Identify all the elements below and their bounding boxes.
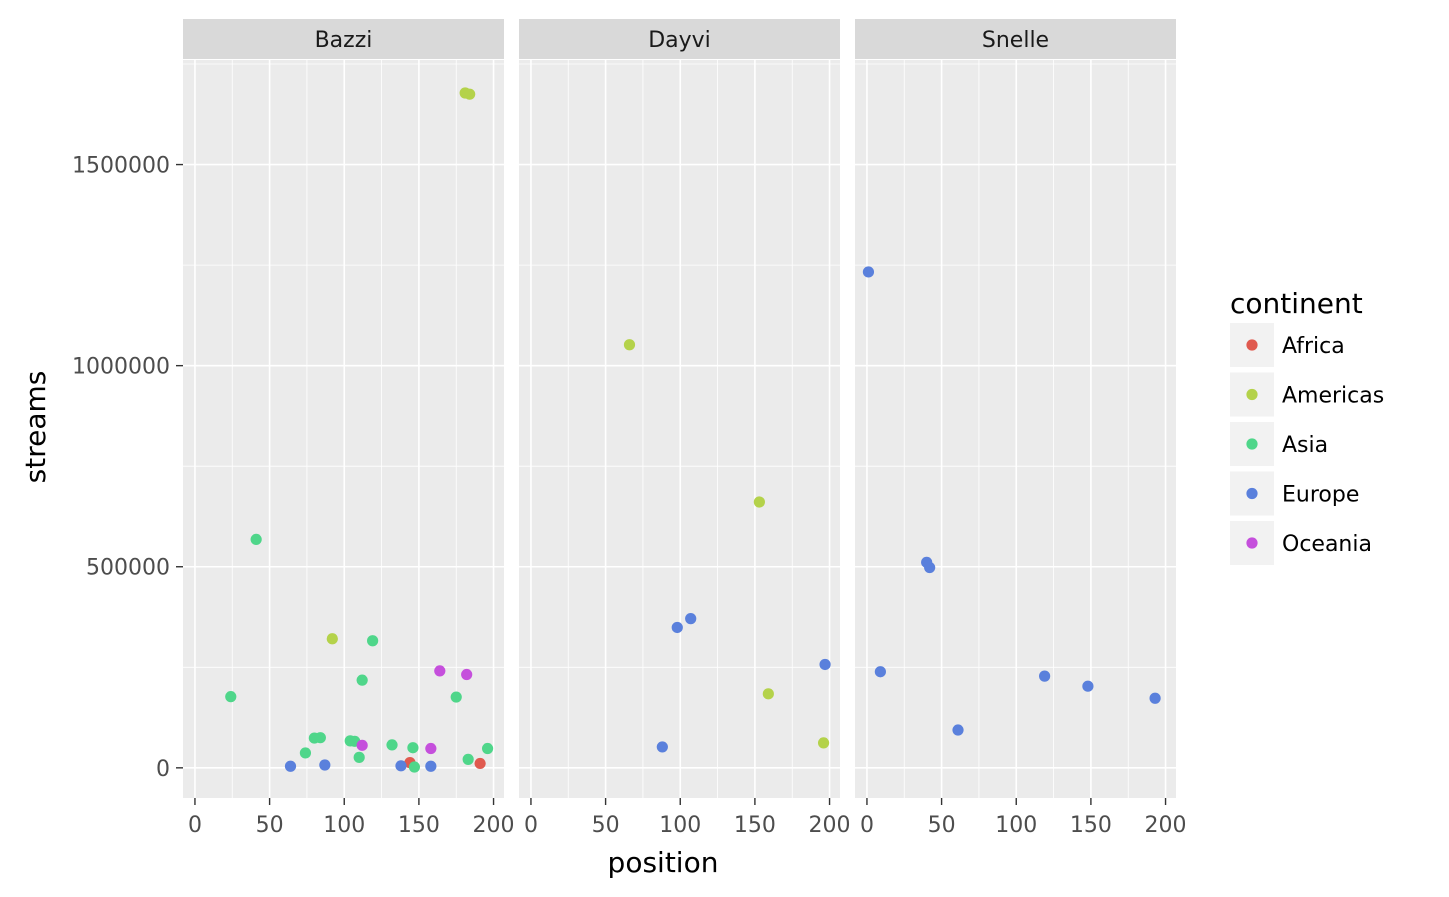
- data-point: [407, 742, 419, 754]
- y-tick-label: 500000: [86, 556, 170, 581]
- facet-strip: [855, 19, 1176, 59]
- legend-marker: [1246, 339, 1258, 351]
- data-point: [356, 739, 368, 751]
- data-point: [353, 751, 365, 763]
- data-point: [464, 88, 476, 100]
- x-tick-label: 50: [592, 813, 620, 838]
- data-point: [874, 666, 886, 678]
- x-tick-label: 50: [256, 813, 284, 838]
- data-point: [671, 621, 683, 634]
- x-tick-label: 150: [734, 813, 776, 838]
- y-tick-label: 1500000: [72, 154, 170, 179]
- y-tick-label: 0: [156, 757, 170, 782]
- x-axis-title: position: [608, 846, 719, 879]
- data-point: [395, 760, 407, 772]
- data-point: [817, 737, 830, 749]
- data-point: [326, 633, 338, 645]
- x-tick-label: 100: [995, 813, 1037, 838]
- legend-marker: [1246, 537, 1258, 549]
- data-point: [425, 742, 437, 755]
- legend-item-asia: Asia: [1230, 422, 1328, 466]
- legend-item-americas: Americas: [1230, 372, 1384, 417]
- data-point: [462, 753, 474, 765]
- y-axis: 0 500000 1000000 1500000: [72, 154, 183, 782]
- data-point: [1039, 670, 1051, 682]
- facet-panel-snelle: Snelle 0 50 100 150 200: [855, 19, 1187, 838]
- data-point: [225, 691, 237, 703]
- facet-strip-label: Bazzi: [315, 28, 373, 53]
- data-point: [481, 742, 494, 755]
- x-tick-label: 200: [473, 813, 515, 838]
- legend-item-europe: Europe: [1230, 471, 1359, 516]
- data-point: [425, 760, 437, 772]
- data-point: [862, 266, 875, 278]
- x-tick-label: 0: [860, 813, 874, 838]
- x-tick-label: 100: [323, 813, 365, 838]
- data-point: [461, 668, 473, 681]
- data-point: [367, 635, 379, 647]
- legend-item-africa: Africa: [1230, 323, 1345, 367]
- data-point: [450, 691, 462, 703]
- data-point: [474, 757, 486, 770]
- x-tick-label: 150: [398, 813, 440, 838]
- x-tick-label: 150: [1070, 813, 1112, 838]
- x-tick-label: 50: [928, 813, 956, 838]
- data-point: [1082, 680, 1094, 692]
- data-point: [656, 741, 668, 753]
- legend-label: Africa: [1282, 334, 1345, 359]
- data-point: [924, 561, 936, 574]
- data-point: [685, 613, 697, 625]
- data-point: [952, 724, 964, 736]
- legend: continent Africa Americas Asia Europe Oceani…: [1230, 287, 1384, 565]
- facet-panel-dayvi: Dayvi 0 50 100 150 200: [519, 19, 851, 838]
- x-tick-label: 0: [188, 813, 202, 838]
- y-tick-label: 1000000: [72, 355, 170, 380]
- x-tick-label: 200: [809, 813, 851, 838]
- data-point: [299, 747, 312, 759]
- data-point: [753, 496, 765, 508]
- x-tick-label: 0: [524, 813, 538, 838]
- data-point: [386, 739, 398, 751]
- x-tick-label: 100: [659, 813, 701, 838]
- facet-panel-bazzi: Bazzi 0 50 100 150 200: [183, 19, 515, 838]
- legend-marker: [1246, 388, 1258, 401]
- data-point: [623, 339, 636, 351]
- data-point: [250, 533, 262, 545]
- legend-label: Asia: [1282, 433, 1328, 458]
- legend-label: Europe: [1282, 483, 1359, 508]
- y-axis-title: streams: [19, 371, 52, 484]
- data-point: [408, 761, 421, 773]
- data-point: [762, 688, 774, 700]
- facet-strip: [519, 19, 840, 59]
- x-tick-label: 200: [1145, 813, 1187, 838]
- legend-title: continent: [1230, 287, 1363, 320]
- legend-marker: [1246, 487, 1258, 500]
- legend-item-oceania: Oceania: [1230, 521, 1372, 565]
- legend-items: Africa Americas Asia Europe Oceania: [1230, 323, 1384, 565]
- facet-strip-label: Snelle: [982, 28, 1049, 53]
- legend-marker: [1246, 438, 1258, 450]
- legend-label: Oceania: [1282, 532, 1372, 557]
- data-point: [819, 658, 831, 671]
- facet-strip: [183, 19, 504, 59]
- data-point: [319, 759, 331, 771]
- legend-label: Americas: [1282, 384, 1384, 409]
- facet-strip-label: Dayvi: [648, 28, 711, 53]
- data-point: [1149, 692, 1161, 704]
- data-point: [314, 732, 326, 744]
- data-point: [284, 760, 297, 772]
- data-point: [356, 674, 368, 686]
- data-point: [434, 665, 446, 677]
